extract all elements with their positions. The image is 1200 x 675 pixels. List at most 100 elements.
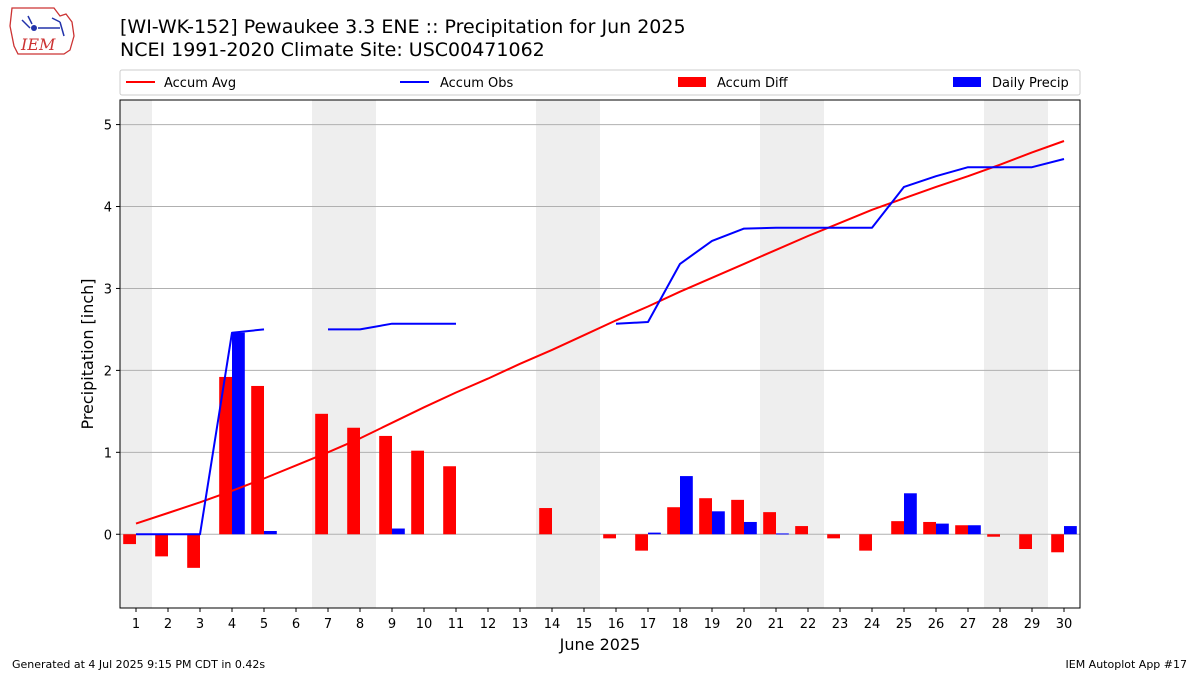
x-tick-label: 21 — [768, 617, 785, 632]
x-axis-label: June 2025 — [559, 635, 641, 654]
chart-title: [WI-WK-152] Pewaukee 3.3 ENE :: Precipit… — [120, 16, 686, 62]
accum-diff-bar — [731, 499, 744, 535]
line-series — [135, 140, 1065, 536]
y-tick-label: 4 — [104, 201, 112, 216]
x-tick-label: 2 — [164, 617, 172, 632]
y-tick-label: 3 — [104, 282, 112, 297]
weekend-band — [984, 100, 1048, 608]
grid-lines — [120, 124, 1080, 535]
accum-diff-bar — [923, 521, 936, 535]
legend: Accum Avg Accum Obs Accum Diff Daily Pre… — [119, 69, 1081, 96]
accum-obs-line — [136, 328, 265, 536]
x-tick-label: 12 — [480, 617, 497, 632]
x-tick-label: 27 — [960, 617, 977, 632]
x-tick-label: 13 — [512, 617, 529, 632]
daily-precip-bar — [904, 493, 917, 535]
footer-app: IEM Autoplot App #17 — [1065, 658, 1188, 671]
bar-series — [123, 332, 1077, 568]
weekend-band — [120, 100, 152, 608]
daily-precip-bar — [1064, 526, 1077, 535]
iem-logo: IEM — [9, 7, 75, 55]
x-tick-label: 26 — [928, 617, 945, 632]
y-axis: 0 1 2 3 4 5 — [104, 119, 120, 543]
accum-diff-bar — [155, 534, 168, 557]
accum-diff-bar — [859, 534, 872, 551]
title-line-1: [WI-WK-152] Pewaukee 3.3 ENE :: Precipit… — [120, 16, 686, 38]
daily-precip-bar — [968, 525, 981, 535]
x-tick-label: 24 — [864, 617, 881, 632]
accum-diff-bar — [379, 435, 392, 535]
plot-frame — [119, 99, 1081, 609]
accum-diff-bar — [763, 512, 776, 535]
legend-swatch-accum-diff — [678, 77, 706, 87]
x-tick-label: 9 — [388, 617, 396, 632]
legend-swatch-daily-precip — [953, 77, 981, 87]
accum-diff-bar — [795, 526, 808, 535]
accum-diff-bar — [699, 498, 712, 535]
accum-obs-line — [328, 322, 456, 331]
footer-generated: Generated at 4 Jul 2025 9:15 PM CDT in 0… — [12, 658, 266, 671]
x-tick-label: 6 — [292, 617, 300, 632]
accum-diff-bar — [315, 413, 328, 535]
x-tick-label: 17 — [640, 617, 657, 632]
accum-diff-bar — [539, 508, 552, 535]
accum-diff-bar — [187, 534, 200, 568]
x-tick-label: 19 — [704, 617, 721, 632]
x-tick-label: 11 — [448, 617, 465, 632]
daily-precip-bar — [712, 511, 725, 535]
accum-diff-bar — [603, 534, 616, 539]
x-tick-label: 14 — [544, 617, 561, 632]
daily-precip-bar — [744, 521, 757, 535]
accum-diff-bar — [347, 427, 360, 535]
y-tick-label: 2 — [104, 364, 112, 379]
accum-diff-bar — [955, 525, 968, 535]
x-tick-label: 23 — [832, 617, 849, 632]
daily-precip-bar — [264, 530, 277, 535]
title-line-2: NCEI 1991-2020 Climate Site: USC00471062 — [120, 39, 545, 61]
x-tick-label: 15 — [576, 617, 593, 632]
legend-label-accum-avg: Accum Avg — [164, 76, 236, 91]
accum-diff-bar — [891, 521, 904, 535]
accum-obs-line — [615, 158, 1065, 325]
accum-diff-bar — [411, 450, 424, 535]
x-tick-label: 8 — [356, 617, 364, 632]
x-axis: 1 2 3 4 5 6 7 8 9 10 11 12 13 14 15 16 17 18 19 20 21 22 23 24 2… — [132, 608, 1072, 632]
legend-label-accum-obs: Accum Obs — [440, 76, 513, 91]
x-tick-label: 3 — [196, 617, 204, 632]
daily-precip-bar — [232, 332, 245, 535]
x-tick-label: 4 — [228, 617, 236, 632]
x-tick-label: 30 — [1056, 617, 1073, 632]
legend-label-accum-diff: Accum Diff — [717, 76, 789, 91]
x-tick-label: 18 — [672, 617, 689, 632]
accum-diff-bar — [443, 466, 456, 535]
x-tick-label: 5 — [260, 617, 268, 632]
x-tick-label: 29 — [1024, 617, 1041, 632]
legend-label-daily-precip: Daily Precip — [992, 76, 1069, 91]
accum-diff-bar — [635, 534, 648, 551]
accum-diff-bar — [1051, 534, 1064, 553]
accum-diff-bar — [827, 534, 840, 539]
x-tick-label: 28 — [992, 617, 1009, 632]
x-tick-label: 1 — [132, 617, 140, 632]
x-tick-label: 22 — [800, 617, 817, 632]
x-tick-label: 16 — [608, 617, 625, 632]
daily-precip-bar — [392, 528, 405, 535]
daily-precip-bar — [648, 532, 661, 535]
accum-diff-bar — [251, 385, 264, 535]
x-tick-label: 10 — [416, 617, 433, 632]
x-tick-label: 20 — [736, 617, 753, 632]
x-tick-label: 7 — [324, 617, 332, 632]
daily-precip-bar — [776, 533, 789, 535]
daily-precip-bar — [680, 476, 693, 535]
accum-diff-bar — [123, 534, 136, 545]
accum-diff-bar — [987, 534, 1000, 537]
accum-diff-bar — [667, 507, 680, 535]
y-axis-label: Precipitation [inch] — [78, 278, 97, 429]
accum-diff-bar — [1019, 534, 1032, 550]
y-tick-label: 1 — [104, 446, 112, 461]
accum-avg-line — [135, 140, 1065, 525]
x-tick-label: 25 — [896, 617, 913, 632]
y-tick-label: 0 — [104, 528, 112, 543]
daily-precip-bar — [936, 523, 949, 535]
